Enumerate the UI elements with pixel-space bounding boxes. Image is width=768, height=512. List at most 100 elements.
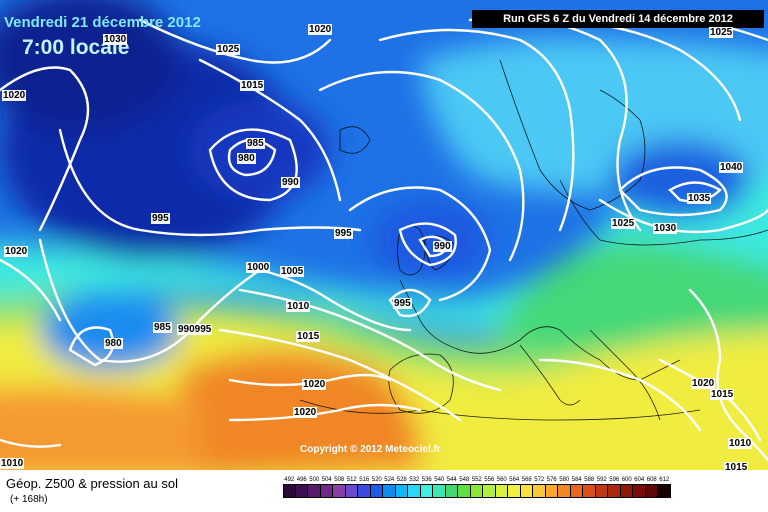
scale-cell: 548 (458, 476, 471, 498)
scale-swatch (445, 484, 458, 498)
scale-cell: 512 (345, 476, 358, 498)
scale-label: 600 (621, 477, 632, 483)
scale-swatch (570, 484, 583, 498)
scale-swatch (320, 484, 333, 498)
scale-cell: 608 (645, 476, 658, 498)
scale-label: 556 (484, 477, 495, 483)
scale-cell: 560 (495, 476, 508, 498)
scale-label: 548 (459, 477, 470, 483)
scale-cell: 588 (583, 476, 596, 498)
scale-label: 572 (534, 477, 545, 483)
scale-cell: 528 (395, 476, 408, 498)
scale-swatch (608, 484, 621, 498)
scale-label: 520 (371, 477, 382, 483)
isobar-label: 1010 (286, 301, 311, 312)
scale-cell: 492 (283, 476, 296, 498)
scale-swatch (470, 484, 483, 498)
scale-label: 540 (434, 477, 445, 483)
scale-swatch (583, 484, 596, 498)
scale-label: 544 (446, 477, 457, 483)
isobar-label: 1015 (296, 331, 321, 342)
scale-cell: 496 (295, 476, 308, 498)
scale-swatch (520, 484, 533, 498)
scale-cell: 536 (420, 476, 433, 498)
isobar-label: 1010 (728, 438, 753, 449)
scale-label: 592 (596, 477, 607, 483)
forecast-time: 7:00 locale (22, 36, 130, 59)
scale-swatch (645, 484, 658, 498)
copyright-text: Copyright © 2012 Meteociel.fr (300, 444, 441, 455)
scale-swatch (395, 484, 408, 498)
isobar-label: 1020 (302, 379, 327, 390)
isobar-label: 995 (393, 298, 412, 309)
scale-label: 568 (521, 477, 532, 483)
scale-label: 552 (471, 477, 482, 483)
scale-cell: 612 (658, 476, 671, 498)
scale-cell: 584 (570, 476, 583, 498)
isobar-label: 990995 (177, 324, 213, 335)
isobar-label: 1030 (103, 34, 128, 45)
scale-cell: 600 (620, 476, 633, 498)
isobar-label: 1005 (280, 266, 305, 277)
isobar-label: 985 (246, 138, 265, 149)
isobar-label: 1020 (308, 24, 333, 35)
scale-swatch (283, 484, 296, 498)
isobar-label: 980 (104, 338, 123, 349)
scale-swatch (370, 484, 383, 498)
scale-cell: 580 (558, 476, 571, 498)
geopotential-color-scale: 492 496 500 504 508 512 516 520 524 528 532 536 540 5… (283, 476, 671, 498)
scale-label: 580 (559, 477, 570, 483)
scale-label: 512 (346, 477, 357, 483)
isobar-label: 1025 (216, 44, 241, 55)
weather-map: Vendredi 21 décembre 2012 7:00 locale Ru… (0, 0, 768, 470)
scale-label: 604 (634, 477, 645, 483)
isobar-label: 1015 (240, 80, 265, 91)
scale-swatch (658, 484, 671, 498)
scale-label: 588 (584, 477, 595, 483)
scale-cell: 544 (445, 476, 458, 498)
isobar-label: 1020 (4, 246, 29, 257)
scale-label: 564 (509, 477, 520, 483)
isobar-label: 1020 (2, 90, 27, 101)
scale-cell: 500 (308, 476, 321, 498)
scale-swatch (295, 484, 308, 498)
scale-label: 496 (296, 477, 307, 483)
scale-cell: 604 (633, 476, 646, 498)
scale-swatch (345, 484, 358, 498)
scale-swatch (495, 484, 508, 498)
scale-swatch (458, 484, 471, 498)
scale-label: 492 (284, 477, 295, 483)
scale-cell: 540 (433, 476, 446, 498)
scale-label: 560 (496, 477, 507, 483)
isobar-label: 1040 (719, 162, 744, 173)
pressure-geopotential-map (0, 0, 768, 470)
scale-swatch (333, 484, 346, 498)
isobar-label: 1020 (691, 378, 716, 389)
scale-label: 524 (384, 477, 395, 483)
scale-cell: 572 (533, 476, 546, 498)
scale-cell: 516 (358, 476, 371, 498)
scale-swatch (595, 484, 608, 498)
scale-cell: 508 (333, 476, 346, 498)
forecast-date: Vendredi 21 décembre 2012 (4, 14, 201, 31)
scale-swatch (483, 484, 496, 498)
scale-cell: 596 (608, 476, 621, 498)
scale-label: 536 (421, 477, 432, 483)
isobar-label: 1010 (0, 458, 25, 469)
model-run-label: Run GFS 6 Z du Vendredi 14 décembre 2012 (472, 10, 764, 28)
scale-cell: 520 (370, 476, 383, 498)
forecast-lead-time: (+ 168h) (10, 494, 48, 505)
map-title: Géop. Z500 & pression au sol (6, 476, 178, 491)
scale-label: 504 (321, 477, 332, 483)
scale-cell: 568 (520, 476, 533, 498)
scale-label: 584 (571, 477, 582, 483)
scale-swatch (358, 484, 371, 498)
isobar-label: 990 (433, 241, 452, 252)
isobar-label: 1015 (724, 462, 749, 470)
scale-cell: 532 (408, 476, 421, 498)
scale-label: 528 (396, 477, 407, 483)
scale-swatch (545, 484, 558, 498)
isobar-label: 1020 (293, 407, 318, 418)
scale-label: 532 (409, 477, 420, 483)
scale-label: 508 (334, 477, 345, 483)
